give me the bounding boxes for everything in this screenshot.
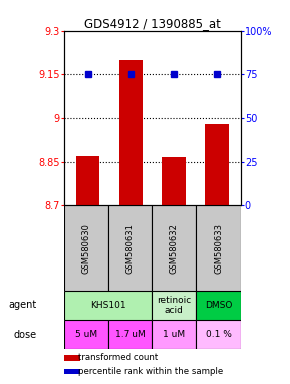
Text: 5 uM: 5 uM [75, 330, 97, 339]
Bar [64, 355, 80, 361]
Text: 1.7 uM: 1.7 uM [115, 330, 146, 339]
Title: GDS4912 / 1390885_at: GDS4912 / 1390885_at [84, 17, 221, 30]
Text: 0.1 %: 0.1 % [206, 330, 231, 339]
Bar [64, 320, 108, 349]
Text: percentile rank within the sample: percentile rank within the sample [78, 367, 223, 376]
Bar [162, 157, 186, 205]
Bar [152, 291, 197, 320]
Text: agent: agent [8, 300, 36, 310]
Bar [205, 124, 229, 205]
Text: KHS101: KHS101 [90, 301, 126, 310]
Text: GSM580631: GSM580631 [126, 223, 135, 273]
Bar [152, 205, 197, 291]
Text: DMSO: DMSO [205, 301, 232, 310]
Text: 1 uM: 1 uM [163, 330, 185, 339]
Bar [64, 369, 80, 374]
Bar [119, 60, 143, 205]
Text: transformed count: transformed count [78, 353, 158, 362]
Bar [108, 205, 152, 291]
Text: GSM580633: GSM580633 [214, 223, 223, 274]
Text: retinoic
acid: retinoic acid [157, 296, 191, 315]
Bar [76, 156, 99, 205]
Text: GSM580630: GSM580630 [81, 223, 90, 273]
Bar [64, 291, 152, 320]
Bar [196, 291, 241, 320]
Bar [64, 205, 108, 291]
Bar [108, 320, 152, 349]
Bar [152, 320, 197, 349]
Bar [196, 320, 241, 349]
Text: GSM580632: GSM580632 [170, 223, 179, 273]
Text: dose: dose [13, 329, 36, 339]
Bar [196, 205, 241, 291]
